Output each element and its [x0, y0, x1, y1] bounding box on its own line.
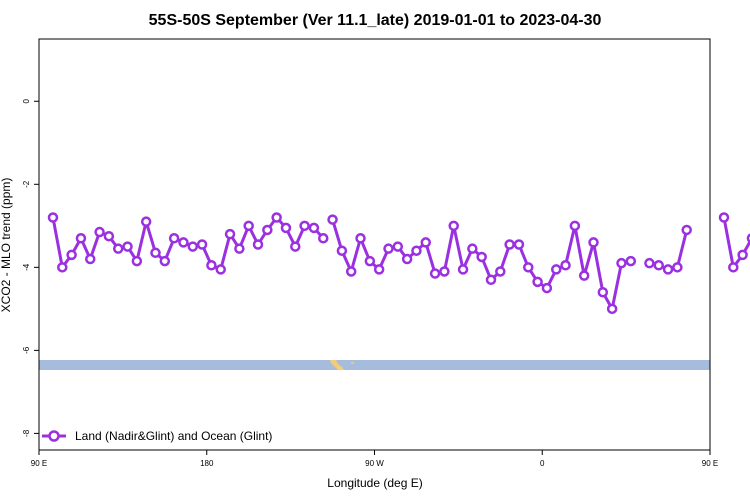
data-point: [532, 276, 543, 288]
series-line: [722, 217, 750, 269]
data-point: [644, 257, 655, 269]
data-point: [569, 220, 581, 232]
y-tick-label: -8: [22, 429, 31, 437]
data-point: [85, 253, 96, 265]
land-patch: [330, 360, 344, 370]
data-point: [662, 264, 674, 275]
data-point: [66, 249, 77, 261]
data-point: [448, 220, 459, 232]
data-point: [103, 230, 115, 242]
data-point: [541, 282, 553, 294]
data-point: [457, 264, 469, 275]
y-tick-label: -4: [22, 263, 31, 271]
y-axis: 0 -2 -4 -6 -8: [22, 98, 39, 437]
data-point: [616, 257, 627, 269]
data-point: [383, 243, 394, 254]
data-point: [308, 222, 320, 234]
data-point: [523, 262, 534, 273]
x-tick-label: 90 W: [365, 459, 384, 468]
data-point: [75, 233, 87, 244]
data-point: [336, 245, 348, 256]
data-point: [131, 255, 143, 267]
data-point: [420, 237, 432, 248]
data-point: [588, 237, 599, 248]
data-point: [168, 233, 180, 244]
data-point: [94, 226, 105, 238]
data-point: [317, 233, 329, 244]
data-point: [597, 286, 609, 298]
data-point: [429, 268, 441, 279]
data-point: [224, 228, 236, 240]
data-point: [271, 212, 282, 223]
x-tick-label: 90 E: [31, 459, 47, 468]
data-point: [345, 266, 357, 277]
land-band: [39, 360, 710, 370]
y-tick-label: -6: [22, 346, 31, 354]
data-point: [485, 274, 497, 286]
data-point: [262, 224, 273, 236]
y-tick-label: 0: [22, 98, 31, 103]
data-point: [187, 241, 199, 252]
legend-marker-swatch: [48, 430, 60, 442]
x-axis: 90 E 180 90 W 0 90 E: [31, 450, 718, 468]
series: [47, 212, 750, 315]
data-point: [401, 253, 413, 265]
series-layer: [47, 212, 750, 315]
data-point: [299, 220, 310, 232]
x-axis-label: Longitude (deg E): [327, 476, 422, 490]
data-point: [178, 237, 189, 248]
data-point: [578, 270, 590, 281]
x-tick-label: 180: [200, 459, 214, 468]
data-point: [625, 255, 637, 267]
data-point: [215, 264, 226, 275]
y-axis-label: XCO2 - MLO trend (ppm): [0, 178, 13, 313]
plot-area: [38, 38, 750, 451]
x-tick-label: 0: [540, 459, 545, 468]
data-point: [196, 239, 208, 250]
data-point: [57, 262, 68, 273]
data-point: [672, 262, 683, 273]
data-point: [122, 241, 133, 252]
data-point: [47, 212, 59, 223]
data-point: [112, 243, 124, 254]
data-point: [728, 262, 739, 273]
data-point: [392, 241, 404, 252]
y-tick-label: -2: [22, 180, 31, 188]
data-point: [140, 216, 152, 227]
data-point: [495, 266, 506, 277]
data-point: [290, 241, 301, 252]
data-point: [234, 243, 245, 254]
data-point: [653, 260, 664, 271]
data-point: [550, 264, 562, 275]
data-point: [373, 264, 385, 275]
data-point: [560, 260, 571, 271]
data-point: [737, 249, 748, 261]
data-point: [327, 214, 338, 225]
data-point: [504, 239, 515, 250]
land-patch-small: [351, 362, 354, 364]
data-point: [476, 251, 487, 263]
data-point: [513, 239, 525, 250]
data-point: [467, 243, 478, 254]
data-point: [355, 233, 366, 244]
data-point: [150, 247, 161, 259]
data-point: [159, 255, 171, 267]
legend-label: Land (Nadir&Glint) and Ocean (Glint): [75, 429, 272, 443]
data-point: [606, 303, 618, 315]
data-point: [718, 212, 730, 223]
data-point: [439, 266, 450, 277]
data-point: [364, 255, 376, 267]
data-point: [206, 260, 217, 271]
data-point: [243, 220, 254, 232]
land-band-layer: [39, 360, 710, 370]
data-point: [252, 239, 264, 250]
data-point: [411, 245, 422, 256]
data-point: [280, 222, 292, 234]
data-point: [681, 224, 692, 236]
x-tick-label: 90 E: [702, 459, 718, 468]
legend: Land (Nadir&Glint) and Ocean (Glint): [42, 429, 272, 443]
chart-title: 55S-50S September (Ver 11.1_late) 2019-0…: [149, 12, 602, 29]
data-point: [746, 233, 750, 244]
